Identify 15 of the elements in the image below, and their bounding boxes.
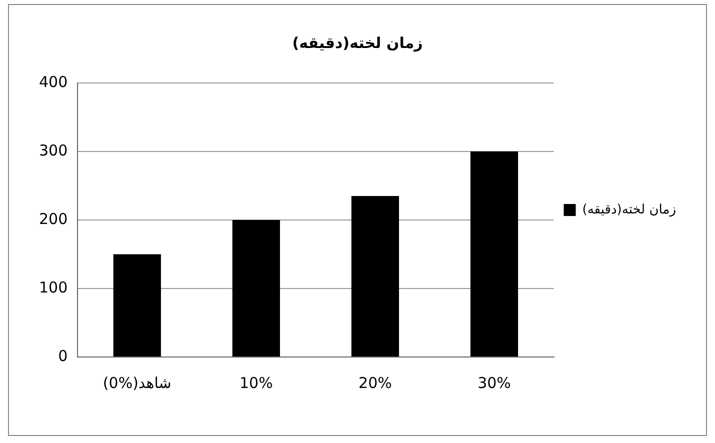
y-tick-label: 300 (38, 141, 68, 160)
x-tick-label: 30% (478, 374, 511, 392)
y-tick-label: 200 (38, 210, 68, 228)
bar (351, 196, 400, 356)
bar (113, 254, 161, 356)
bar (470, 152, 518, 356)
y-tick-label: 100 (38, 278, 68, 296)
bar (232, 220, 280, 356)
y-tick-label: 400 (38, 72, 68, 91)
legend-label: زمان لخته(دقیقه) (582, 202, 676, 218)
chart-title: (دقیقه)زمان لخته (292, 34, 423, 52)
y-tick-label: 0 (58, 346, 68, 365)
x-tick-label: (0%)شاهد (102, 374, 172, 392)
x-tick-label: 20% (358, 374, 392, 392)
x-tick-label: 10% (240, 374, 273, 392)
